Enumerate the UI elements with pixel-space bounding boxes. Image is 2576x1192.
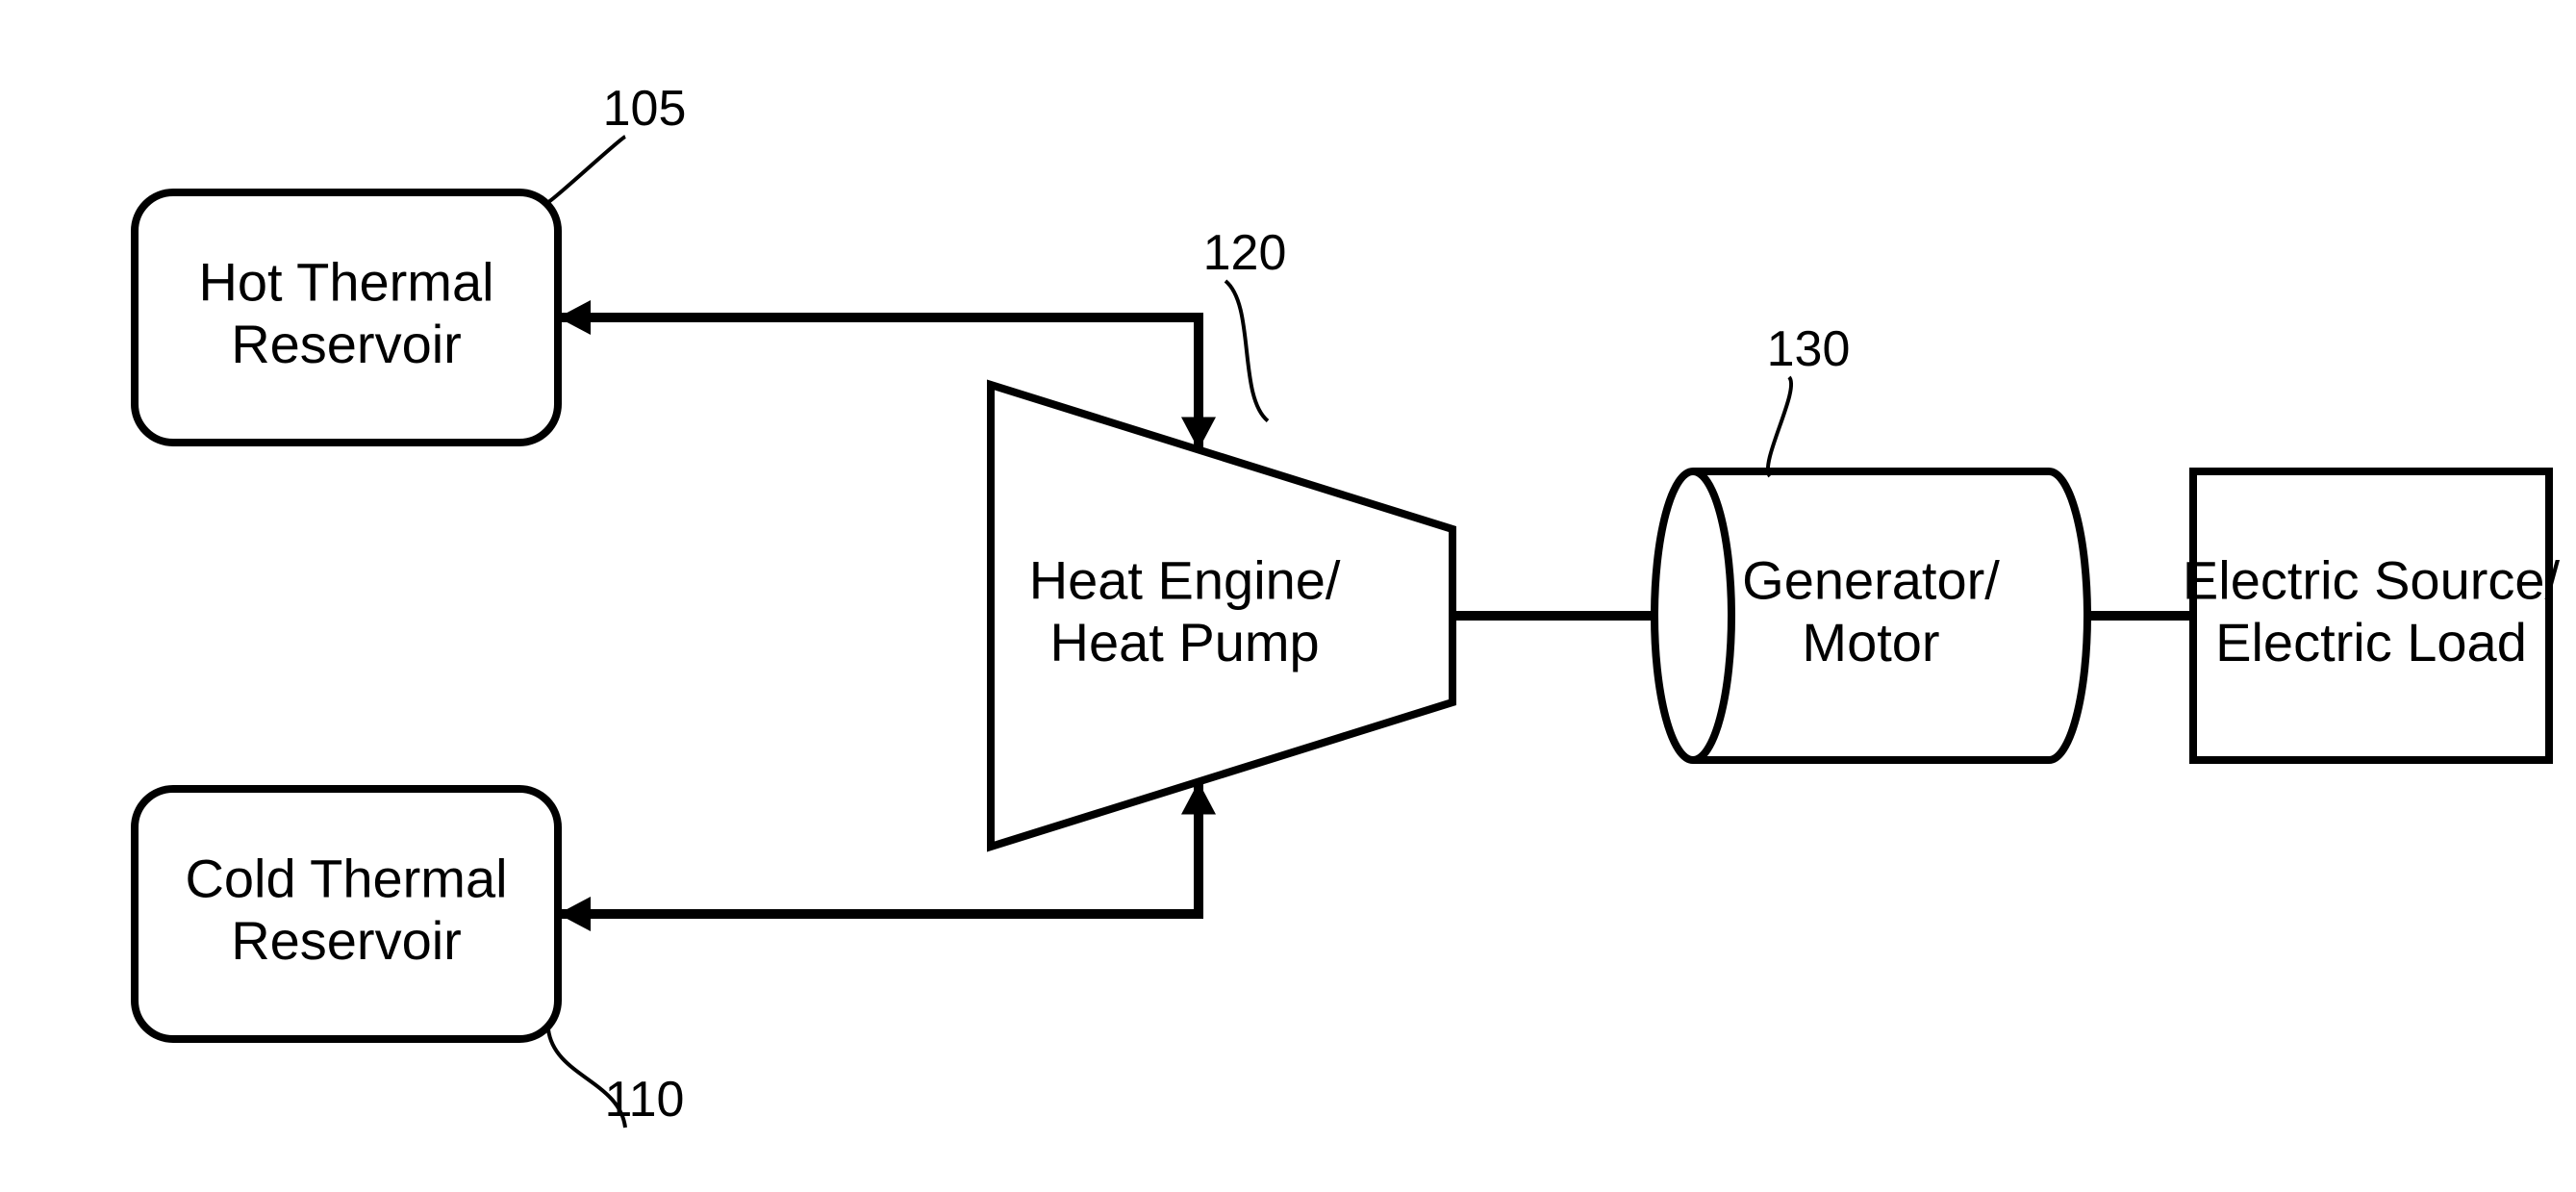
gen-cap [1654,471,1731,760]
cold-label: Reservoir [231,910,462,971]
elec-label: Electric Load [2215,612,2527,672]
leader-line [1225,281,1268,421]
hot-label: Hot Thermal [198,252,493,313]
arrowhead [558,897,591,931]
cold-ref: 110 [605,1072,685,1128]
leader-line [1768,377,1791,476]
engine-ref: 120 [1203,225,1287,281]
arrow [558,782,1199,915]
hot-label: Reservoir [231,314,462,374]
arrowhead [558,300,591,335]
gen-ref: 130 [1767,321,1851,377]
engine-label: Heat Engine/ [1029,550,1341,611]
gen-label: Generator/ [1742,550,2000,611]
arrow [558,317,1199,450]
gen-label: Motor [1802,612,1939,672]
engine-label: Heat Pump [1050,612,1320,672]
elec-label: Electric Source/ [2183,550,2561,611]
hot-ref: 105 [603,81,687,137]
cold-label: Cold Thermal [185,849,507,909]
leader-line [548,137,625,202]
